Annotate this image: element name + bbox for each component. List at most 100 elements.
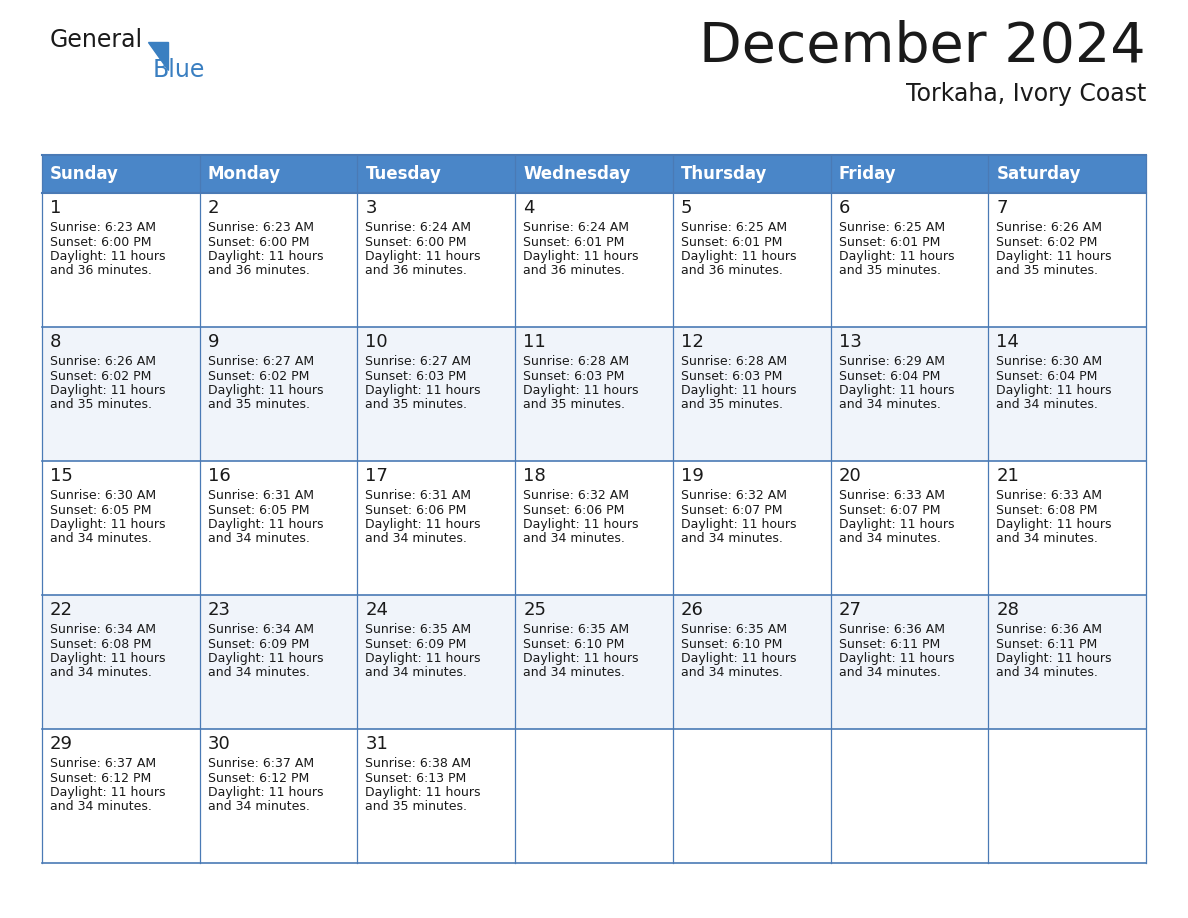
Text: 2: 2 [208,199,220,217]
Text: Daylight: 11 hours: Daylight: 11 hours [523,250,639,263]
Bar [358,461,516,595]
Text: Sunrise: 6:32 AM: Sunrise: 6:32 AM [681,489,786,502]
Text: Sunset: 6:01 PM: Sunset: 6:01 PM [681,236,782,249]
Text: Sunset: 6:04 PM: Sunset: 6:04 PM [997,370,1098,383]
Text: Sunday: Sunday [50,165,119,183]
Text: Sunset: 6:01 PM: Sunset: 6:01 PM [839,236,940,249]
Bar [42,461,200,595]
Text: Daylight: 11 hours: Daylight: 11 hours [839,652,954,665]
Text: and 36 minutes.: and 36 minutes. [366,264,467,277]
Text: Daylight: 11 hours: Daylight: 11 hours [523,384,639,397]
Text: Sunrise: 6:28 AM: Sunrise: 6:28 AM [681,355,786,368]
Text: 7: 7 [997,199,1007,217]
Text: 21: 21 [997,467,1019,485]
Text: 1: 1 [50,199,62,217]
Text: Sunset: 6:00 PM: Sunset: 6:00 PM [366,236,467,249]
Text: and 34 minutes.: and 34 minutes. [50,800,152,813]
Text: Sunset: 6:12 PM: Sunset: 6:12 PM [50,771,151,785]
Bar [830,193,988,327]
Text: Sunset: 6:02 PM: Sunset: 6:02 PM [50,370,151,383]
Bar [672,461,830,595]
Text: Daylight: 11 hours: Daylight: 11 hours [839,518,954,531]
Bar [988,193,1146,327]
Text: 23: 23 [208,601,230,619]
Text: Sunset: 6:13 PM: Sunset: 6:13 PM [366,771,467,785]
Bar [200,595,358,729]
Text: Sunrise: 6:27 AM: Sunrise: 6:27 AM [208,355,314,368]
Text: Sunrise: 6:24 AM: Sunrise: 6:24 AM [366,221,472,234]
Bar [516,327,672,461]
Text: 4: 4 [523,199,535,217]
Text: Daylight: 11 hours: Daylight: 11 hours [839,384,954,397]
Text: and 36 minutes.: and 36 minutes. [681,264,783,277]
Text: Daylight: 11 hours: Daylight: 11 hours [523,518,639,531]
Text: Sunset: 6:08 PM: Sunset: 6:08 PM [997,503,1098,517]
Text: Sunrise: 6:23 AM: Sunrise: 6:23 AM [50,221,156,234]
Text: Sunrise: 6:34 AM: Sunrise: 6:34 AM [50,623,156,636]
Text: Daylight: 11 hours: Daylight: 11 hours [366,786,481,799]
Text: Daylight: 11 hours: Daylight: 11 hours [208,518,323,531]
Text: Sunset: 6:11 PM: Sunset: 6:11 PM [839,637,940,651]
Text: Sunset: 6:07 PM: Sunset: 6:07 PM [681,503,783,517]
Text: Daylight: 11 hours: Daylight: 11 hours [523,652,639,665]
Bar [988,461,1146,595]
Text: Sunrise: 6:24 AM: Sunrise: 6:24 AM [523,221,630,234]
Text: and 34 minutes.: and 34 minutes. [523,666,625,679]
Text: Sunrise: 6:36 AM: Sunrise: 6:36 AM [839,623,944,636]
Text: 3: 3 [366,199,377,217]
Text: Sunrise: 6:25 AM: Sunrise: 6:25 AM [681,221,786,234]
Text: 29: 29 [50,735,72,753]
Text: Daylight: 11 hours: Daylight: 11 hours [681,518,796,531]
Text: Daylight: 11 hours: Daylight: 11 hours [997,250,1112,263]
Text: 31: 31 [366,735,388,753]
Text: and 36 minutes.: and 36 minutes. [50,264,152,277]
Text: Daylight: 11 hours: Daylight: 11 hours [681,652,796,665]
Text: and 34 minutes.: and 34 minutes. [208,532,310,545]
Text: Sunset: 6:09 PM: Sunset: 6:09 PM [366,637,467,651]
Bar [42,729,200,863]
Text: Sunrise: 6:23 AM: Sunrise: 6:23 AM [208,221,314,234]
Text: Daylight: 11 hours: Daylight: 11 hours [997,652,1112,665]
Text: Sunset: 6:09 PM: Sunset: 6:09 PM [208,637,309,651]
Bar [200,461,358,595]
Text: 10: 10 [366,333,388,351]
Bar [358,193,516,327]
Text: Sunrise: 6:38 AM: Sunrise: 6:38 AM [366,757,472,770]
Text: Daylight: 11 hours: Daylight: 11 hours [839,250,954,263]
Bar [672,327,830,461]
Text: Sunset: 6:05 PM: Sunset: 6:05 PM [50,503,152,517]
Text: General: General [50,28,143,52]
Text: and 34 minutes.: and 34 minutes. [681,532,783,545]
Bar [988,729,1146,863]
Text: Sunrise: 6:35 AM: Sunrise: 6:35 AM [681,623,786,636]
Bar [830,461,988,595]
Text: Daylight: 11 hours: Daylight: 11 hours [366,250,481,263]
Bar [672,595,830,729]
Text: Tuesday: Tuesday [366,165,441,183]
Text: 15: 15 [50,467,72,485]
Text: and 35 minutes.: and 35 minutes. [681,398,783,411]
Text: Sunrise: 6:33 AM: Sunrise: 6:33 AM [997,489,1102,502]
Text: Sunrise: 6:33 AM: Sunrise: 6:33 AM [839,489,944,502]
Text: and 35 minutes.: and 35 minutes. [208,398,310,411]
Bar [200,729,358,863]
Text: Sunset: 6:00 PM: Sunset: 6:00 PM [50,236,152,249]
Text: Daylight: 11 hours: Daylight: 11 hours [50,786,165,799]
Text: 11: 11 [523,333,546,351]
Text: Sunset: 6:05 PM: Sunset: 6:05 PM [208,503,309,517]
Bar [830,595,988,729]
Bar [42,193,200,327]
Text: and 35 minutes.: and 35 minutes. [997,264,1098,277]
Text: Sunset: 6:10 PM: Sunset: 6:10 PM [681,637,782,651]
Text: 14: 14 [997,333,1019,351]
Text: Sunset: 6:01 PM: Sunset: 6:01 PM [523,236,625,249]
Bar [200,155,358,193]
Text: Sunrise: 6:31 AM: Sunrise: 6:31 AM [208,489,314,502]
Bar [830,155,988,193]
Bar [988,595,1146,729]
Text: Daylight: 11 hours: Daylight: 11 hours [50,652,165,665]
Text: 9: 9 [208,333,220,351]
Text: and 34 minutes.: and 34 minutes. [997,398,1098,411]
Text: 8: 8 [50,333,62,351]
Text: 24: 24 [366,601,388,619]
